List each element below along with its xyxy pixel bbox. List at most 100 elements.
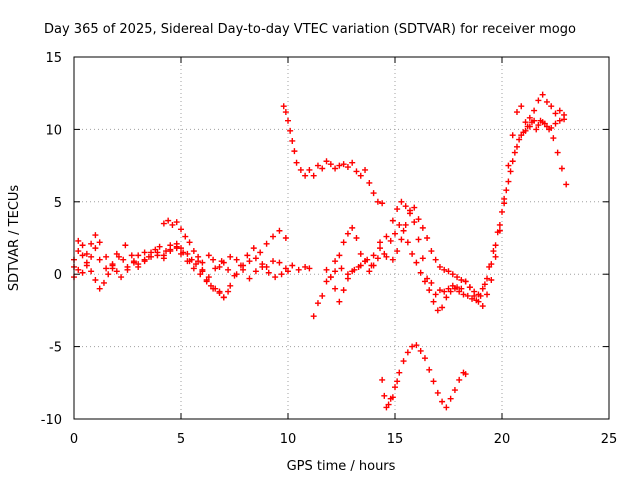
data-point [460,291,467,298]
data-point [96,285,103,292]
grid [74,57,609,419]
data-point [173,219,180,226]
data-point [141,256,148,263]
data-point [289,262,296,269]
data-point [394,378,401,385]
data-point [462,371,469,378]
data-point [113,268,120,275]
data-point [92,245,99,252]
data-point [83,262,90,269]
data-point [464,292,471,299]
data-point [531,117,538,124]
data-point [439,304,446,311]
data-point [535,122,542,129]
data-point [344,271,351,278]
data-point [186,258,193,265]
data-point [265,269,272,276]
data-point [218,258,225,265]
data-point [539,119,546,126]
data-point [306,166,313,173]
data-point [503,187,510,194]
data-point [370,190,377,197]
data-point [394,248,401,255]
data-point [135,252,142,259]
data-point [430,298,437,305]
series-9 [379,342,469,411]
data-point [421,355,428,362]
data-point [394,206,401,213]
data-point [362,166,369,173]
data-point [419,255,426,262]
data-point [79,242,86,249]
data-point [216,288,223,295]
data-point [103,265,110,272]
data-point [492,253,499,260]
data-point [79,252,86,259]
data-point [240,266,247,273]
data-point [227,282,234,289]
data-point [434,389,441,396]
data-point [282,235,289,241]
data-point [385,401,392,408]
data-point [302,263,309,270]
data-point [92,232,99,239]
data-point [366,268,373,275]
data-point [554,149,561,156]
data-point [96,256,103,263]
data-point [392,384,398,391]
data-point [186,239,193,246]
data-point [513,143,520,150]
data-point [203,276,210,283]
y-tick-label: -5 [49,341,62,356]
data-point [511,149,518,156]
data-point [526,123,533,130]
data-point [484,291,491,298]
data-point [103,253,110,260]
data-point [377,239,384,246]
data-point [319,165,326,172]
data-points [71,91,570,411]
data-point [88,268,95,275]
data-point [323,278,330,285]
data-point [173,243,180,250]
data-point [270,233,277,240]
data-point [156,243,163,250]
data-point [285,117,291,124]
data-point [293,159,300,166]
data-point [212,265,219,272]
data-point [400,358,407,365]
data-point [406,207,413,214]
data-point [250,245,257,252]
data-point [130,259,137,266]
data-point [518,132,525,139]
data-point [246,275,253,282]
data-point [323,266,330,273]
series-8 [332,116,568,298]
data-point [434,307,441,314]
data-point [490,248,497,255]
data-point [419,224,426,231]
data-point [479,285,486,292]
data-point [357,262,364,269]
data-point [473,297,480,304]
plot-frame [73,56,610,420]
data-point [398,236,405,243]
data-point [396,221,403,228]
data-point [100,279,107,286]
data-point [306,265,313,272]
data-point [392,230,398,237]
data-point [270,258,277,265]
data-point [488,276,495,283]
data-point [105,271,112,278]
data-point [543,98,550,105]
data-point [413,342,420,349]
data-point [165,217,172,224]
x-tick-labels: 0 5 10 15 20 25 [70,432,617,447]
data-point [475,291,482,298]
data-point [276,259,283,266]
data-point [349,159,356,166]
data-point [75,237,82,244]
data-point [479,303,486,310]
data-point [252,268,259,275]
